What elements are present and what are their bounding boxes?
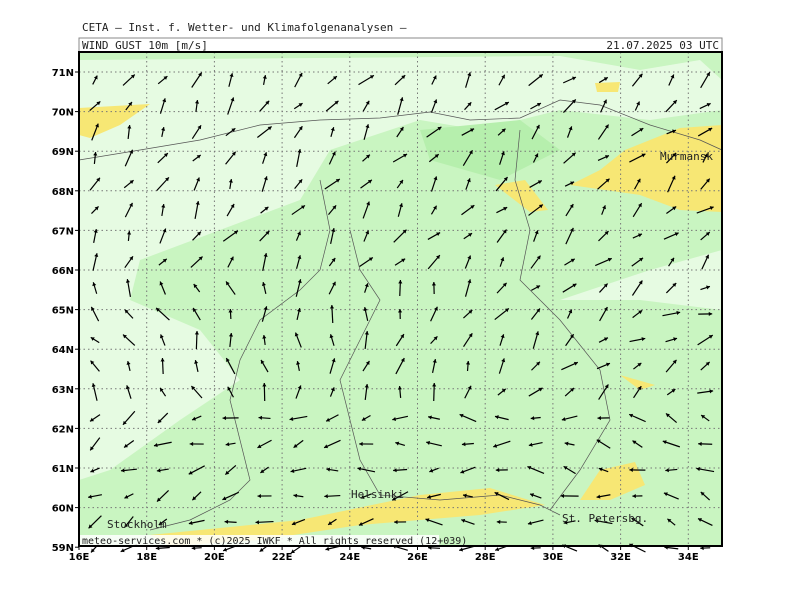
lat-label: 67N [52,226,74,237]
lon-label: 30E [543,552,564,563]
arrow-head [325,547,329,551]
place-label: St. Petersbg. [562,512,648,525]
lat-label: 62N [52,424,74,435]
lon-label: 24E [339,552,360,563]
field-title: WIND_GUST_10m [m/s] [82,39,208,52]
arrow-head [459,547,463,551]
lon-label: 34E [678,552,699,563]
datetime: 21.07.2025 03 UTC [606,39,719,52]
lat-label: 66N [52,266,74,277]
map-area: Murmansk Helsinki Stockholm St. Petersbg… [79,52,722,553]
lat-label: 69N [52,147,74,158]
place-label: Helsinki [351,488,404,501]
wind-arrow [325,546,339,550]
high-area [595,82,620,92]
source-title: CETA — Inst. f. Wetter- und Klimafolgena… [82,21,407,34]
lat-label: 70N [52,108,74,119]
place-label: Stockholm [107,518,167,531]
lon-label: 18E [136,552,157,563]
lon-label: 16E [69,552,90,563]
lon-label: 22E [272,552,293,563]
lat-label: 64N [52,345,74,356]
lat-label: 68N [52,187,74,198]
lon-label: 28E [475,552,496,563]
lat-label: 65N [52,306,74,317]
lat-label: 63N [52,385,74,396]
lat-label: 60N [52,504,74,515]
lat-label: 61N [52,464,74,475]
lon-label: 20E [204,552,225,563]
lat-label: 71N [52,68,74,79]
lon-label: 26E [407,552,428,563]
place-label: Murmansk [660,150,713,163]
lon-label: 32E [610,552,631,563]
